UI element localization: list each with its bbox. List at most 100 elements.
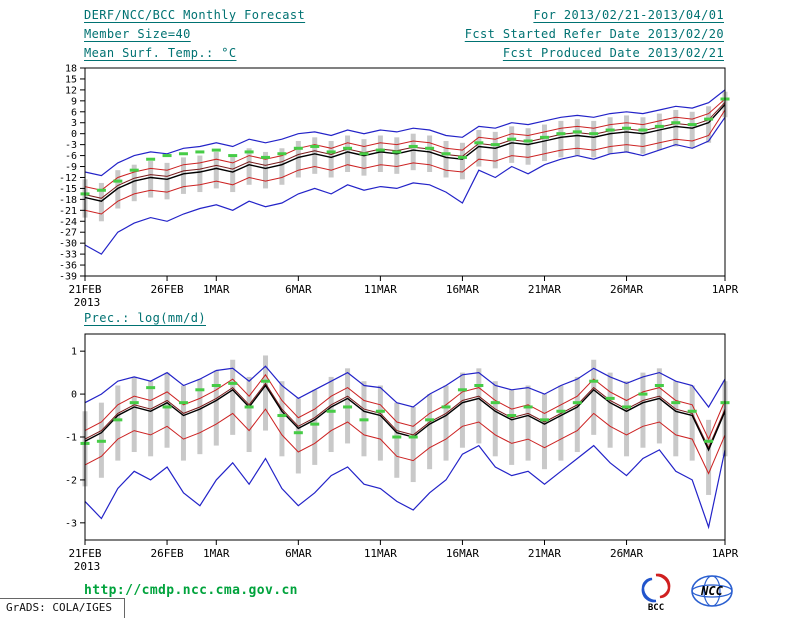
spread-bar <box>443 385 449 461</box>
obs-dash <box>589 132 599 136</box>
spread-bar <box>328 376 334 453</box>
spread-bar <box>459 142 465 180</box>
obs-dash <box>425 146 435 150</box>
spread-bar <box>131 376 137 453</box>
series-lower-quartile <box>84 408 726 475</box>
obs-dash <box>654 384 664 387</box>
x-tick-label: 21MAR <box>528 283 561 296</box>
obs-dash <box>408 435 418 439</box>
spread-bar <box>443 140 449 178</box>
obs-dash <box>523 405 533 409</box>
obs-dash <box>343 405 353 409</box>
series-ensemble-max <box>84 89 726 177</box>
spread-bar <box>459 372 465 448</box>
spread-bar <box>541 394 547 470</box>
obs-dash <box>425 418 435 422</box>
obs-dash <box>687 123 697 127</box>
y-tick-label: -24 <box>59 217 77 228</box>
spread-bar <box>492 381 498 457</box>
spread-bar <box>591 120 597 158</box>
obs-dash <box>474 141 484 145</box>
obs-dash <box>375 148 385 152</box>
x-tick-label: 16MAR <box>446 283 479 296</box>
obs-dash <box>96 188 106 192</box>
obs-dash <box>507 414 517 418</box>
obs-dash <box>129 168 139 172</box>
series-ensemble-max <box>84 365 726 409</box>
x-tick-label: 26MAR <box>610 547 643 560</box>
spread-bar <box>640 372 646 448</box>
spread-bar <box>263 151 269 189</box>
obs-dash <box>343 146 353 150</box>
spread-bar <box>180 385 186 461</box>
spread-bar <box>607 372 613 448</box>
spread-bar <box>328 140 334 178</box>
obs-dash <box>671 401 681 405</box>
obs-dash <box>539 418 549 422</box>
obs-dash <box>178 152 188 156</box>
spread-bar <box>197 155 203 193</box>
obs-dash <box>146 157 156 161</box>
obs-dash <box>293 431 303 435</box>
bcc-logo: BCC <box>641 573 671 612</box>
obs-dash <box>162 154 172 158</box>
obs-dash <box>457 388 467 392</box>
y-tick-label: -21 <box>59 206 77 217</box>
series-ensemble-median <box>84 101 726 199</box>
series-ensemble-mean <box>84 104 726 202</box>
obs-dash <box>277 414 287 418</box>
obs-dash <box>671 121 681 125</box>
spread-bar <box>361 139 367 176</box>
obs-dash <box>622 126 632 130</box>
series-upper-quartile <box>84 98 726 191</box>
spread-bar <box>525 128 531 165</box>
spread-bar <box>213 370 219 446</box>
spread-bar <box>624 381 630 457</box>
spread-bar <box>377 385 383 461</box>
series-lower-quartile <box>84 109 726 215</box>
obs-dash <box>195 150 205 154</box>
x-year-label: 2013 <box>74 296 101 309</box>
x-tick-label: 21FEB <box>68 283 101 296</box>
spread-bar <box>673 109 679 147</box>
obs-dash <box>310 422 320 426</box>
x-tick-label: 1APR <box>712 283 739 296</box>
spread-bar <box>263 355 269 431</box>
spread-bar <box>312 389 318 465</box>
obs-dash <box>556 132 566 136</box>
spread-bar <box>148 161 154 198</box>
spread-bar <box>230 155 236 193</box>
x-tick-label: 1MAR <box>203 547 230 560</box>
obs-dash <box>310 144 320 148</box>
obs-dash <box>605 396 615 400</box>
obs-dash <box>293 146 303 150</box>
series-ensemble-mean <box>84 384 726 452</box>
source-url: http://cmdp.ncc.cma.gov.cn <box>84 583 298 598</box>
x-tick-label: 16MAR <box>446 547 479 560</box>
spread-bar <box>279 381 285 457</box>
spread-bar <box>345 135 351 172</box>
y-tick-label: -2 <box>65 475 77 486</box>
series-upper-quartile <box>84 373 726 441</box>
y-tick-label: 6 <box>71 107 77 118</box>
bcc-logo-text: BCC <box>648 603 664 612</box>
spread-bar <box>279 148 285 185</box>
y-tick-label: 9 <box>71 96 77 107</box>
obs-dash <box>146 386 156 390</box>
spread-bar <box>574 376 580 453</box>
obs-dash <box>392 435 402 439</box>
y-tick-label: -30 <box>59 239 77 250</box>
obs-dash <box>113 179 123 183</box>
y-tick-label: 0 <box>71 390 77 401</box>
spread-bar <box>148 381 154 457</box>
obs-dash <box>244 405 254 409</box>
spread-bar <box>410 406 416 483</box>
x-year-label: 2013 <box>74 560 101 573</box>
spread-bar <box>427 394 433 470</box>
plot-frame <box>84 67 726 277</box>
obs-dash <box>113 418 123 422</box>
obs-dash <box>704 439 714 443</box>
spread-bar <box>197 379 203 455</box>
spread-bar <box>98 182 104 222</box>
obs-dash <box>359 152 369 156</box>
